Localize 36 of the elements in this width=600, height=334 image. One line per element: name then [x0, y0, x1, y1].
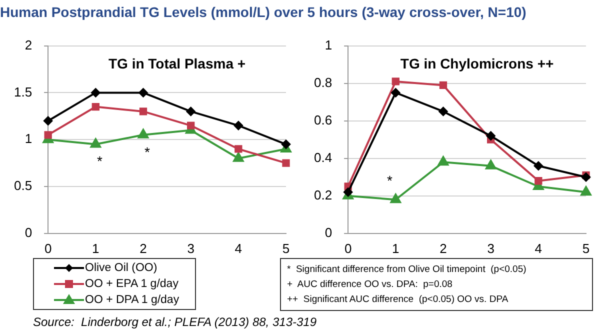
x-tick-label: 5 [282, 240, 290, 256]
y-tick-label: 2 [24, 37, 32, 52]
x-tick-label: 3 [487, 240, 494, 256]
y-tick-label: 0 [24, 224, 32, 240]
annotation: * [96, 153, 103, 170]
text: TG in Total Plasma + [108, 55, 246, 72]
y-tick-label: 0.2 [314, 187, 332, 202]
y-tick-label: 0 [324, 224, 332, 240]
legend-label: Olive Oil (OO) [85, 262, 158, 274]
y-tick-label: 1.5 [14, 84, 32, 100]
annotation: * [144, 144, 151, 160]
y-tick-label: 1 [324, 37, 332, 52]
source-note: Source: Linderborg et al.; PLEFA (2013) 88, 313-319 [33, 315, 317, 329]
text: * Significant difference from Olive Oil timepoint (p<0.05) [287, 263, 528, 277]
text: TG in Chylomicrons ++ [400, 55, 554, 72]
x-tick-label: 2 [440, 240, 447, 256]
text: Human Postprandial TG Levels (mmol/L) over 5 hours (3-way cross-over, N=10) [0, 4, 528, 20]
x-tick-label: 1 [92, 240, 100, 256]
text: ++ Significant AUC difference (p<0.05) OO vs. DPA [287, 293, 510, 307]
x-tick-label: 5 [582, 240, 590, 256]
x-tick-label: 3 [187, 240, 194, 256]
y-tick-label: 1 [24, 131, 32, 146]
legend-label: OO + EPA 1 g/day [85, 278, 178, 290]
x-tick-label: 2 [140, 240, 147, 256]
x-tick-label: 1 [392, 240, 400, 256]
x-tick-label: 0 [344, 240, 352, 256]
y-tick-label: 0.8 [314, 74, 332, 90]
legend-label: OO + DPA 1 g/day [85, 294, 180, 306]
y-tick-label: 0.6 [314, 112, 332, 128]
text: + AUC difference OO vs. DPA: p=0.08 [287, 278, 454, 292]
x-tick-label: 4 [234, 240, 242, 256]
x-tick-label: 4 [534, 240, 542, 256]
y-tick-label: 0.5 [14, 178, 32, 194]
y-tick-label: 0.4 [314, 150, 332, 165]
annotation: * [386, 172, 393, 188]
x-tick-label: 0 [44, 240, 52, 256]
